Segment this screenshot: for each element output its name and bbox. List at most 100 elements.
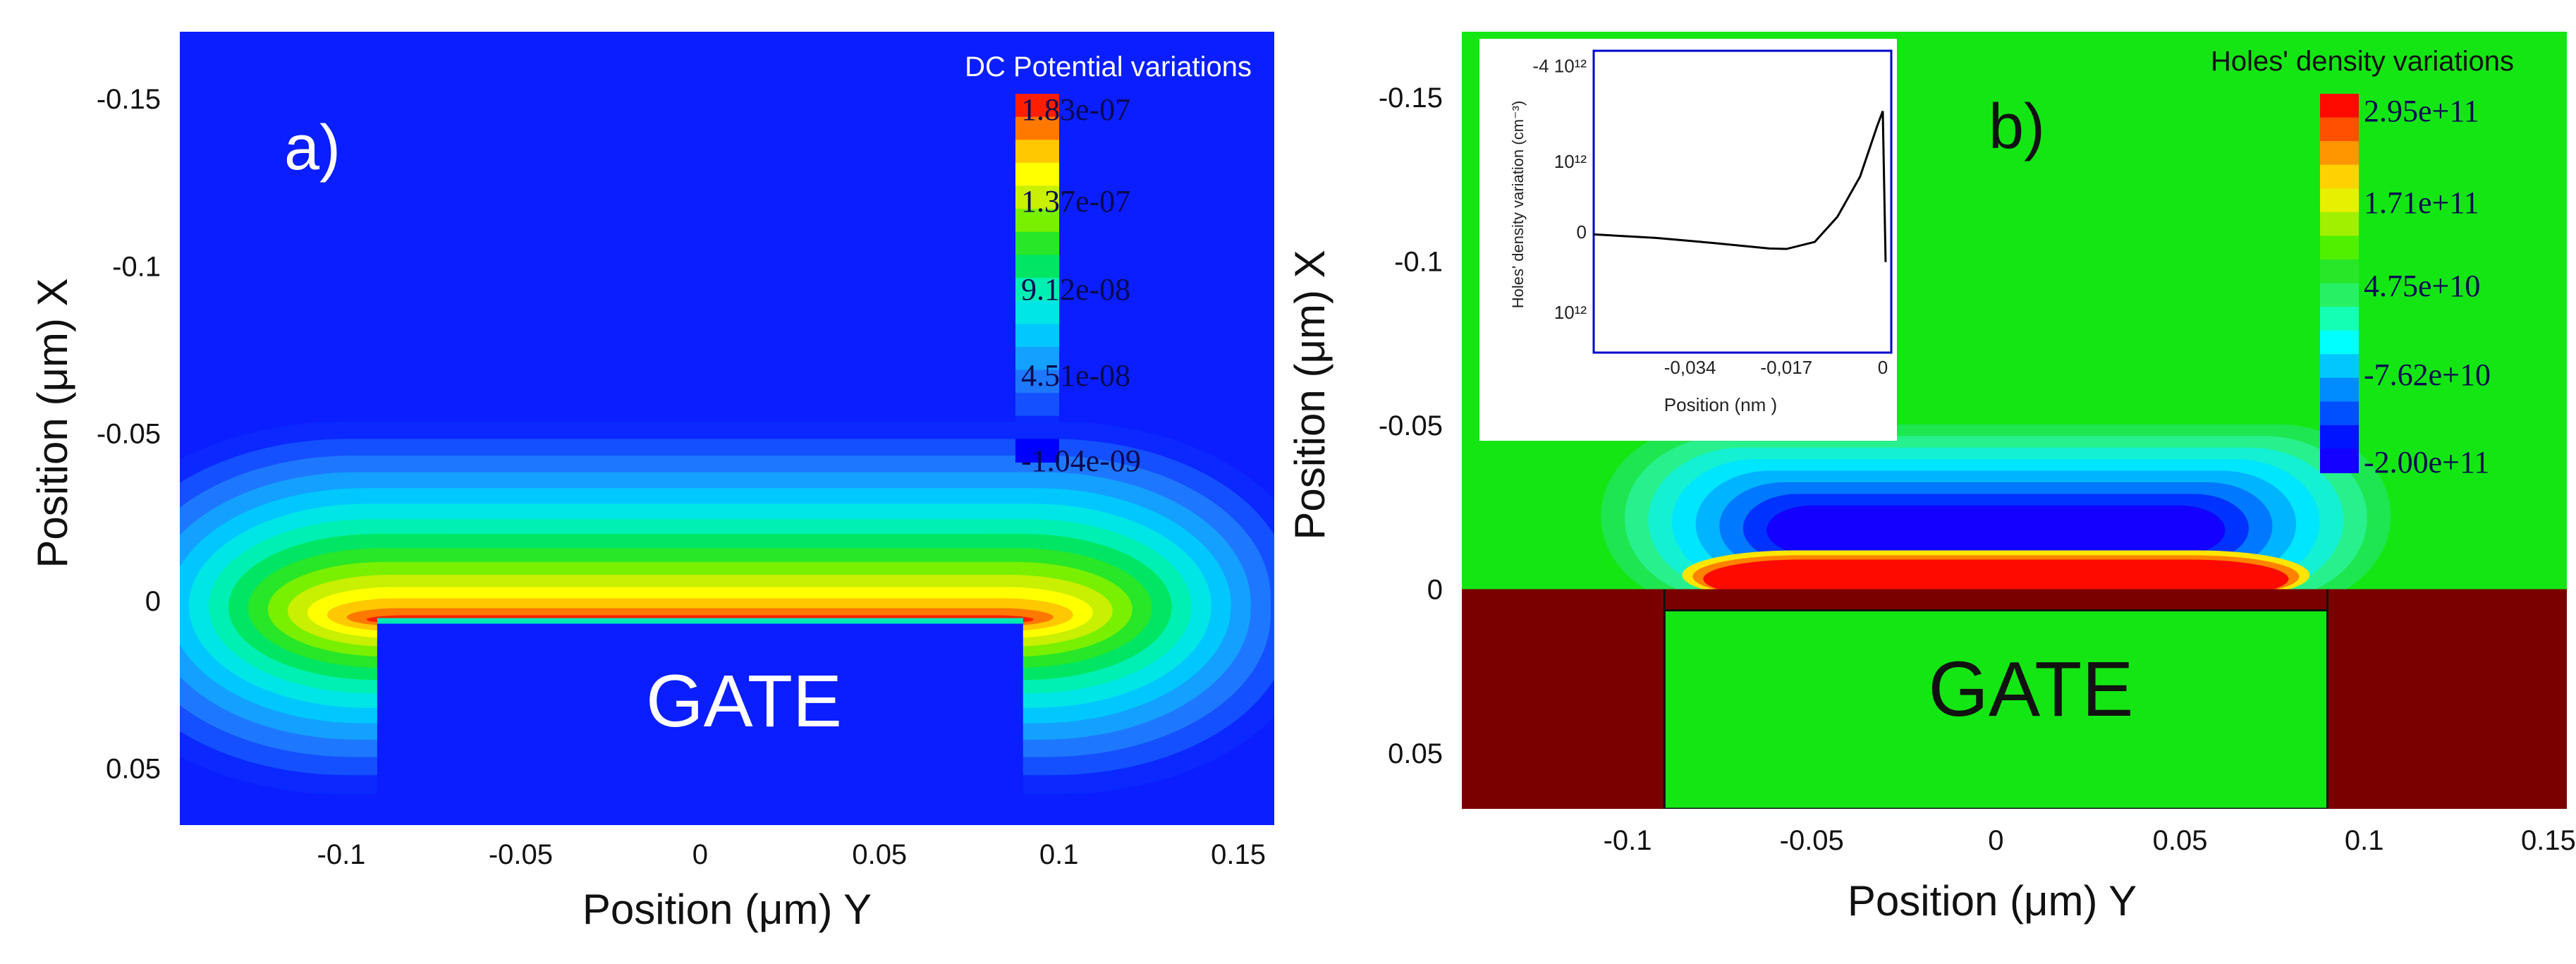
inset-x-tick-label: 0: [1878, 357, 1888, 378]
panel-b: -0.1 -0.05 0 0.05 0.1 0.15 Position (μm) Y -0…: [1286, 32, 2576, 925]
panel-a-colorbar-swatch: [1015, 116, 1059, 141]
panel-a-label: a): [284, 113, 341, 183]
panel-b-colorbar-swatch: [2320, 401, 2359, 426]
panel-b-colorbar-swatch: [2320, 117, 2359, 142]
panel-a-x-tick-label: -0.1: [317, 839, 366, 870]
panel-a-colorbar-label: 4.51e-08: [1021, 358, 1130, 393]
panel-a-x-axis: -0.1 -0.05 0 0.05 0.1 0.15 Position (μm) Y: [317, 839, 1266, 933]
panel-a-colorbar-swatch: [1015, 162, 1059, 187]
panel-b-x-tick-label: 0.15: [2521, 825, 2576, 856]
panel-a-colorbar-swatch: [1015, 324, 1059, 348]
panel-b-colorbar-swatch: [2320, 94, 2359, 118]
inset-x-tick-label: -0,017: [1760, 357, 1812, 378]
panel-a-colorbar-swatch: [1015, 370, 1059, 394]
panel-b-x-tick-label: -0.1: [1604, 825, 1652, 856]
panel-b-colorbar: Holes' density variations 2.95e+11 1.71e+…: [2211, 46, 2514, 480]
panel-b-label: b): [1989, 92, 2045, 162]
panel-a-colorbar-swatch: [1015, 231, 1059, 256]
panel-a-x-tick-label: 0.05: [852, 839, 907, 870]
panel-b-colorbar-swatch: [2320, 425, 2359, 450]
panel-a-colorbar-swatch: [1015, 439, 1059, 463]
inset-x-tick-labels: -0,034 -0,017 0: [1664, 357, 1888, 378]
inset-y-tick-label: 10¹²: [1554, 151, 1587, 172]
panel-a-y-tick-labels: -0.15 -0.1 -0.05 0 0.05: [97, 84, 161, 784]
panel-a-colorbar-label: 1.37e-07: [1021, 184, 1130, 219]
panel-b-colorbar-swatch: [2320, 164, 2359, 190]
panel-b-colorbar-labels: 2.95e+11 1.71e+11 4.75e+10 -7.62e+10 -2.00e+…: [2364, 94, 2491, 480]
panel-a-colorbar-swatch: [1015, 255, 1059, 279]
panel-b-colorbar-label: 2.95e+11: [2364, 94, 2479, 128]
inset-y-tick-label: 0: [1577, 221, 1587, 243]
panel-b-y-tick-label: 0.05: [1388, 738, 1443, 769]
inset-x-tick-label: -0,034: [1664, 357, 1716, 378]
panel-b-colorbar-swatch: [2320, 259, 2359, 284]
panel-a-colorbar-swatch: [1015, 209, 1059, 233]
panel-a-y-tick-label: -0.1: [112, 251, 161, 282]
panel-b-x-axis-label: Position (μm) Y: [1848, 877, 2137, 925]
inset-frame: [1592, 49, 1893, 354]
panel-b-colorbar-swatch: [2320, 449, 2359, 473]
panel-a-gate-region: [377, 621, 1023, 825]
panel-a-x-axis-label: Position (μm) Y: [582, 886, 872, 933]
panel-a-y-tick-label: 0.05: [106, 753, 161, 784]
panel-b-y-tick-label: 0: [1427, 574, 1443, 605]
inset-y-tick-label: -4 10¹²: [1532, 55, 1587, 76]
panel-b-colorbar-label: -2.00e+11: [2364, 445, 2489, 480]
panel-b-colorbar-swatch: [2320, 377, 2359, 403]
panel-a-colorbar-swatch: [1015, 393, 1059, 417]
panel-b-colorbar-title: Holes' density variations: [2211, 46, 2514, 77]
panel-b-colorbar-swatch: [2320, 188, 2359, 213]
panel-a-x-tick-label: 0: [692, 839, 708, 870]
panel-b-colorbar-swatch: [2320, 283, 2359, 308]
panel-a-colorbar-swatch: [1015, 300, 1059, 325]
panel-b-y-axis: -0.15 -0.1 -0.05 0 0.05 Position (μm) X: [1286, 83, 1443, 769]
panel-b-y-tick-labels: -0.15 -0.1 -0.05 0 0.05: [1379, 83, 1443, 769]
panel-b-colorbar-swatch: [2320, 307, 2359, 331]
panel-a-colorbar-label: 9.12e-08: [1021, 272, 1130, 307]
panel-b-x-tick-label: 0: [1988, 825, 2003, 856]
inset-y-axis-label: Holes' density variation (cm⁻³): [1509, 101, 1527, 309]
panel-a-colorbar-swatch: [1015, 346, 1059, 371]
panel-b-colorbar-label: 1.71e+11: [2364, 185, 2479, 220]
panel-b-colorbar-swatch: [2320, 236, 2359, 260]
panel-b-colorbar-swatch: [2320, 354, 2359, 379]
panel-b-gate-region: [1663, 609, 2328, 809]
panel-a-colorbar-swatch: [1015, 140, 1059, 164]
panel-a-colorbar-swatch: [1015, 185, 1059, 210]
panel-b-x-tick-label: 0.1: [2345, 825, 2384, 856]
panel-a-x-tick-label: -0.05: [489, 839, 553, 870]
panel-a-x-tick-label: 0.15: [1211, 839, 1266, 870]
panel-a-colorbar-labels: 1.83e-07 1.37e-07 9.12e-08 4.51e-08 -1.04e-0…: [1021, 92, 1141, 478]
panel-b-colorbar-swatch: [2320, 141, 2359, 166]
panel-b-gate-label: GATE: [1928, 646, 2133, 733]
panel-a-colorbar-swatch: [1015, 415, 1059, 440]
panel-b-x-tick-label: 0.05: [2153, 825, 2208, 856]
panel-a-colorbar-title: DC Potential variations: [965, 51, 1252, 83]
panel-a-x-tick-labels: -0.1 -0.05 0 0.05 0.1 0.15: [317, 839, 1266, 870]
panel-a-y-axis-label: Position (μm) X: [29, 278, 76, 568]
panel-b-colorbar-label: -7.62e+10: [2364, 358, 2491, 392]
panel-a-x-tick-label: 0.1: [1039, 839, 1079, 870]
panel-b-x-tick-label: -0.05: [1780, 825, 1844, 856]
panel-b-colorbar-swatches: [2320, 94, 2359, 473]
panel-a-colorbar-swatch: [1015, 94, 1059, 118]
panel-b-x-axis: -0.1 -0.05 0 0.05 0.1 0.15 Position (μm) Y: [1604, 825, 2576, 925]
panel-a-y-tick-label: -0.05: [97, 419, 161, 450]
panel-b-contour-field: [1462, 424, 2567, 809]
panel-a-colorbar-swatch: [1015, 278, 1059, 302]
panel-a-y-tick-label: -0.15: [97, 84, 161, 115]
panel-b-y-tick-label: -0.1: [1394, 246, 1443, 277]
panel-a-gate-interface: [377, 618, 1023, 624]
panel-a: -0.1 -0.05 0 0.05 0.1 0.15 Position (μm) Y -0…: [29, 32, 1274, 933]
inset-series-line: [1593, 111, 1887, 262]
panel-b-colorbar-swatch: [2320, 330, 2359, 355]
panel-b-y-tick-label: -0.15: [1379, 83, 1443, 114]
panel-b-depletion-band: [1766, 505, 2226, 555]
panel-a-gate-label: GATE: [646, 660, 842, 743]
panel-a-colorbar-swatches: [1015, 94, 1059, 463]
panel-b-colorbar-label: 4.75e+10: [2364, 269, 2480, 303]
panel-a-colorbar: DC Potential variations 1.83e-07 1.37e-07…: [965, 51, 1252, 478]
inset-y-tick-label: 10¹²: [1554, 302, 1587, 323]
inset-y-tick-labels: -4 10¹² 10¹² 0 10¹²: [1532, 55, 1587, 323]
